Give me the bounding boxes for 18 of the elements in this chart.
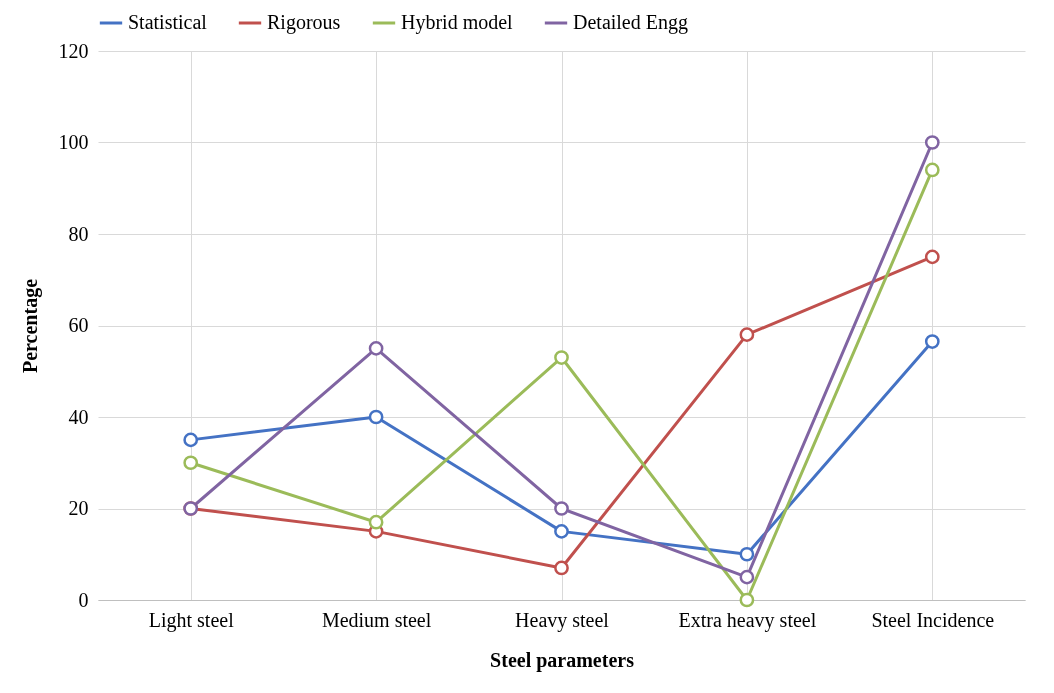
y-axis-title: Percentage	[18, 278, 42, 374]
legend-label: Statistical	[128, 11, 208, 33]
x-tick-label: Light steel	[148, 608, 235, 632]
y-tick-label: 60	[68, 314, 89, 336]
x-tick-label: Extra heavy steel	[678, 608, 817, 632]
y-tick-label: 40	[68, 405, 89, 428]
y-tick-label: 0	[78, 588, 89, 611]
legend-label: Hybrid model	[401, 11, 514, 34]
y-tick-label: 20	[68, 497, 89, 519]
legend-label: Rigorous	[267, 11, 341, 34]
y-tick-label: 100	[58, 131, 89, 153]
x-tick-label: Medium steel	[321, 608, 432, 631]
x-tick-label: Heavy steel	[515, 608, 610, 632]
x-tick-label: Steel Incidence	[871, 608, 995, 631]
x-axis-title: Steel parameters	[490, 648, 635, 672]
y-tick-label: 120	[58, 39, 89, 62]
y-tick-label: 80	[68, 222, 89, 245]
legend-label: Detailed Engg	[573, 11, 688, 34]
